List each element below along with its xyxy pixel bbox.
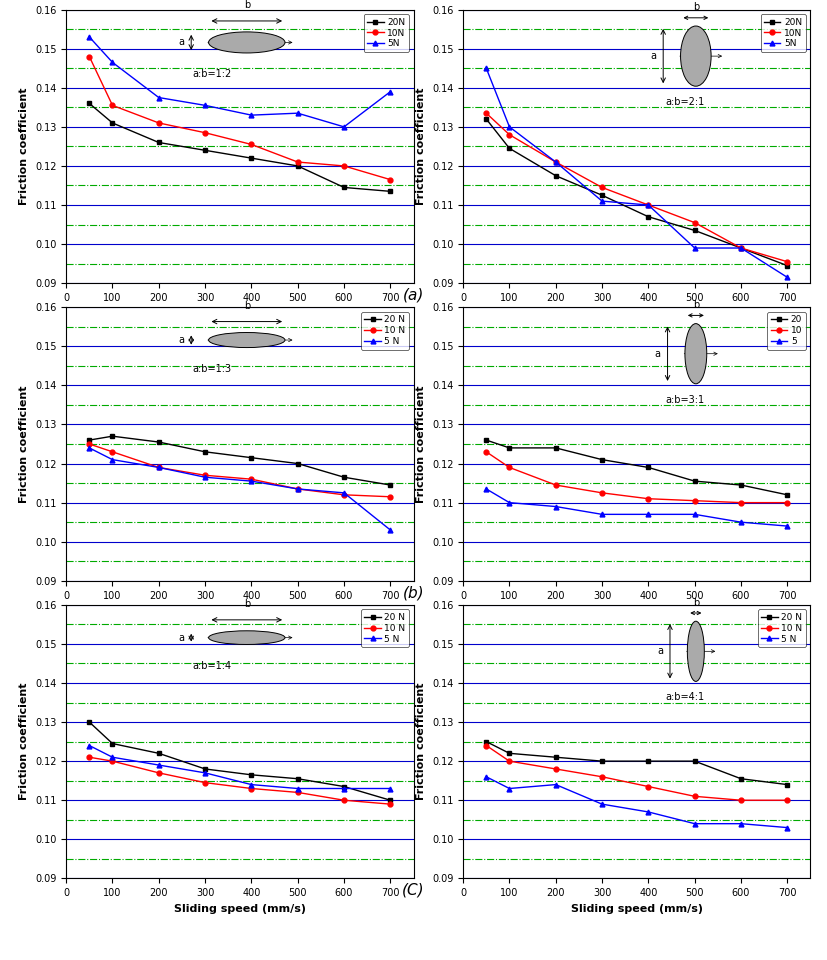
Text: a:b=1:3: a:b=1:3 <box>193 364 232 374</box>
Text: a:b=4:1: a:b=4:1 <box>666 692 705 703</box>
Legend: 20, 10, 5: 20, 10, 5 <box>767 312 806 349</box>
Legend: 20 N, 10 N, 5 N: 20 N, 10 N, 5 N <box>758 610 806 647</box>
Text: b: b <box>693 597 699 608</box>
Legend: 20 N, 10 N, 5 N: 20 N, 10 N, 5 N <box>361 610 409 647</box>
Ellipse shape <box>208 631 285 644</box>
Legend: 20N, 10N, 5N: 20N, 10N, 5N <box>761 14 806 52</box>
Ellipse shape <box>687 621 705 682</box>
X-axis label: Sliding speed (mm/s): Sliding speed (mm/s) <box>174 606 306 616</box>
Text: (b): (b) <box>403 586 424 600</box>
Y-axis label: Friction coefficient: Friction coefficient <box>19 385 30 503</box>
Y-axis label: Friction coefficient: Friction coefficient <box>416 683 427 801</box>
Y-axis label: Friction coefficient: Friction coefficient <box>416 87 427 205</box>
Text: a: a <box>179 335 184 345</box>
Ellipse shape <box>685 324 707 384</box>
Text: a: a <box>657 646 663 657</box>
Text: a: a <box>179 37 184 47</box>
Text: a:b=3:1: a:b=3:1 <box>666 395 705 405</box>
X-axis label: Sliding speed (mm/s): Sliding speed (mm/s) <box>174 903 306 914</box>
Text: a: a <box>179 633 184 642</box>
Ellipse shape <box>208 32 285 53</box>
Legend: 20 N, 10 N, 5 N: 20 N, 10 N, 5 N <box>361 312 409 349</box>
Ellipse shape <box>208 332 285 348</box>
X-axis label: Sliding speed (mm/s): Sliding speed (mm/s) <box>174 308 306 319</box>
Text: (C): (C) <box>402 883 425 898</box>
Text: (a): (a) <box>403 288 424 302</box>
Y-axis label: Friction coefficient: Friction coefficient <box>416 385 427 503</box>
Text: b: b <box>244 300 250 311</box>
Y-axis label: Friction coefficient: Friction coefficient <box>19 683 30 801</box>
Text: a:b=1:2: a:b=1:2 <box>193 69 232 80</box>
Y-axis label: Friction coefficient: Friction coefficient <box>19 87 30 205</box>
Text: a: a <box>655 348 661 359</box>
X-axis label: Sliding speed (mm/s): Sliding speed (mm/s) <box>571 606 703 616</box>
Text: b: b <box>693 300 699 310</box>
Text: b: b <box>244 0 250 10</box>
Text: b: b <box>693 2 699 12</box>
Text: a:b=2:1: a:b=2:1 <box>666 97 705 108</box>
Ellipse shape <box>681 26 711 86</box>
X-axis label: Sliding speed (mm/s): Sliding speed (mm/s) <box>571 903 703 914</box>
X-axis label: Sliding speed (mm/s): Sliding speed (mm/s) <box>571 308 703 319</box>
Text: b: b <box>244 599 250 609</box>
Legend: 20N, 10N, 5N: 20N, 10N, 5N <box>364 14 409 52</box>
Text: a: a <box>650 51 657 61</box>
Text: a:b=1:4: a:b=1:4 <box>193 660 232 671</box>
